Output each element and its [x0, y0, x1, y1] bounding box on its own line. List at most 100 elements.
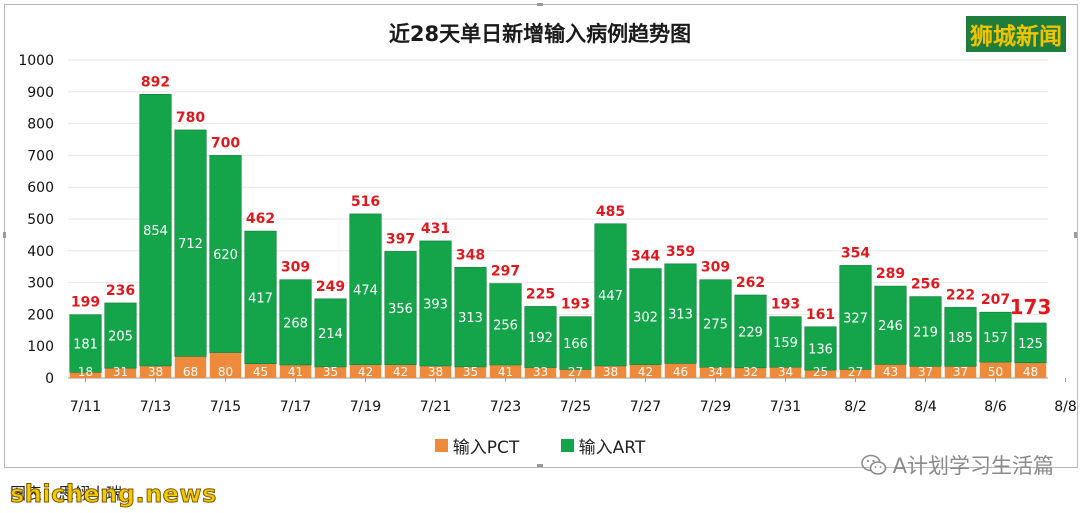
y-tick-label: 500	[27, 212, 54, 228]
bar-pct	[209, 352, 242, 378]
data-label-pct: 41	[498, 365, 513, 379]
data-label-total: 236	[106, 283, 135, 299]
x-tick-label: 7/29	[700, 399, 731, 415]
legend: 输入PCT 输入ART	[0, 433, 1080, 458]
bar-pct	[944, 366, 977, 378]
x-tick-label: 8/6	[984, 399, 1007, 415]
data-label-total: 193	[771, 297, 800, 313]
data-label-art: 313	[668, 308, 693, 323]
data-label-total: 309	[281, 260, 310, 276]
data-label-pct: 50	[988, 365, 1003, 379]
y-tick-label: 700	[27, 148, 54, 164]
data-label-total: 173	[1010, 295, 1052, 319]
data-label-art: 313	[458, 311, 483, 326]
bar-pct	[69, 372, 102, 378]
data-label-art: 181	[73, 337, 98, 352]
bar-art	[839, 265, 872, 370]
data-label-pct: 48	[1023, 365, 1038, 379]
data-label-total: 431	[421, 221, 450, 237]
resize-handle-top[interactable]	[537, 3, 543, 6]
data-label-total: 225	[526, 286, 555, 302]
data-label-total: 462	[246, 211, 275, 227]
y-tick-label: 800	[27, 117, 54, 133]
data-label-art: 192	[528, 331, 553, 346]
data-label-total: 344	[631, 249, 660, 265]
y-tick-label: 0	[45, 371, 54, 387]
data-label-art: 356	[388, 302, 413, 317]
bar-art	[594, 223, 627, 367]
bar-art	[454, 267, 487, 368]
data-label-art: 275	[703, 317, 728, 332]
data-label-pct: 68	[183, 365, 198, 379]
x-tick-label: 7/13	[140, 399, 171, 415]
data-label-art: 229	[738, 325, 763, 340]
bar-pct	[139, 365, 172, 378]
bar-art	[874, 285, 907, 365]
data-label-pct: 45	[253, 365, 268, 379]
resize-handle-bottom[interactable]	[537, 464, 543, 467]
data-label-pct: 18	[78, 365, 93, 379]
bar-art	[664, 263, 697, 364]
x-tick-label: 7/11	[70, 399, 101, 415]
bar-pct	[104, 368, 137, 378]
wechat-account-watermark: A计划学习生活篇	[860, 450, 1054, 480]
data-label-pct: 34	[708, 365, 723, 379]
bar-art	[699, 279, 732, 368]
bar-pct	[909, 366, 942, 378]
bar-pct	[804, 370, 837, 378]
data-label-art: 256	[493, 318, 518, 333]
data-label-total: 262	[736, 275, 765, 291]
y-tick-label: 1000	[18, 53, 54, 69]
bar-art	[804, 326, 837, 371]
resize-handle-left[interactable]	[3, 232, 6, 238]
data-label-pct: 46	[673, 365, 688, 379]
data-label-total: 348	[456, 247, 485, 263]
bar-pct	[524, 367, 557, 378]
data-label-total: 700	[211, 135, 240, 151]
x-tick-label: 7/21	[420, 399, 451, 415]
data-label-total: 892	[141, 74, 170, 90]
bar-art	[384, 251, 417, 365]
bar-pct	[594, 365, 627, 378]
bar-pct	[734, 367, 767, 378]
bar-art	[314, 298, 347, 368]
data-label-pct: 41	[288, 365, 303, 379]
data-label-art: 157	[983, 331, 1008, 346]
bar-art	[69, 314, 102, 373]
data-label-total: 297	[491, 264, 520, 280]
data-label-pct: 31	[113, 365, 128, 379]
data-label-pct: 37	[953, 365, 968, 379]
data-label-pct: 32	[743, 365, 758, 379]
data-label-total: 485	[596, 204, 625, 220]
bar-art	[769, 316, 802, 368]
brand-logo: 狮城新闻	[966, 16, 1066, 52]
data-label-pct: 38	[428, 365, 443, 379]
chart-title: 近28天单日新增输入病例趋势图	[388, 22, 692, 46]
data-label-pct: 42	[358, 365, 373, 379]
bar-art	[174, 129, 207, 357]
legend-label-pct: 输入PCT	[452, 438, 520, 458]
data-label-pct: 35	[463, 365, 478, 379]
data-label-art: 447	[598, 289, 623, 304]
data-label-art: 393	[423, 297, 448, 312]
data-label-total: 249	[316, 279, 345, 295]
bar-art	[279, 279, 312, 366]
data-label-pct: 38	[148, 365, 163, 379]
data-label-total: 780	[176, 110, 205, 126]
resize-handle-right[interactable]	[1074, 232, 1077, 238]
chart-credit: 图表：思翎小瑞	[10, 484, 123, 503]
data-label-art: 268	[283, 316, 308, 331]
data-label-pct: 27	[568, 365, 583, 379]
data-label-art: 327	[843, 311, 868, 326]
bar-pct	[384, 364, 417, 378]
x-tick-label: 8/2	[844, 399, 867, 415]
bar-pct	[419, 365, 452, 378]
data-label-art: 125	[1018, 337, 1043, 352]
bar-art	[104, 302, 137, 369]
data-label-total: 397	[386, 231, 415, 247]
bar-pct	[489, 364, 522, 378]
bar-pct	[979, 362, 1012, 378]
bar-art	[419, 240, 452, 367]
data-label-art: 712	[178, 237, 203, 252]
